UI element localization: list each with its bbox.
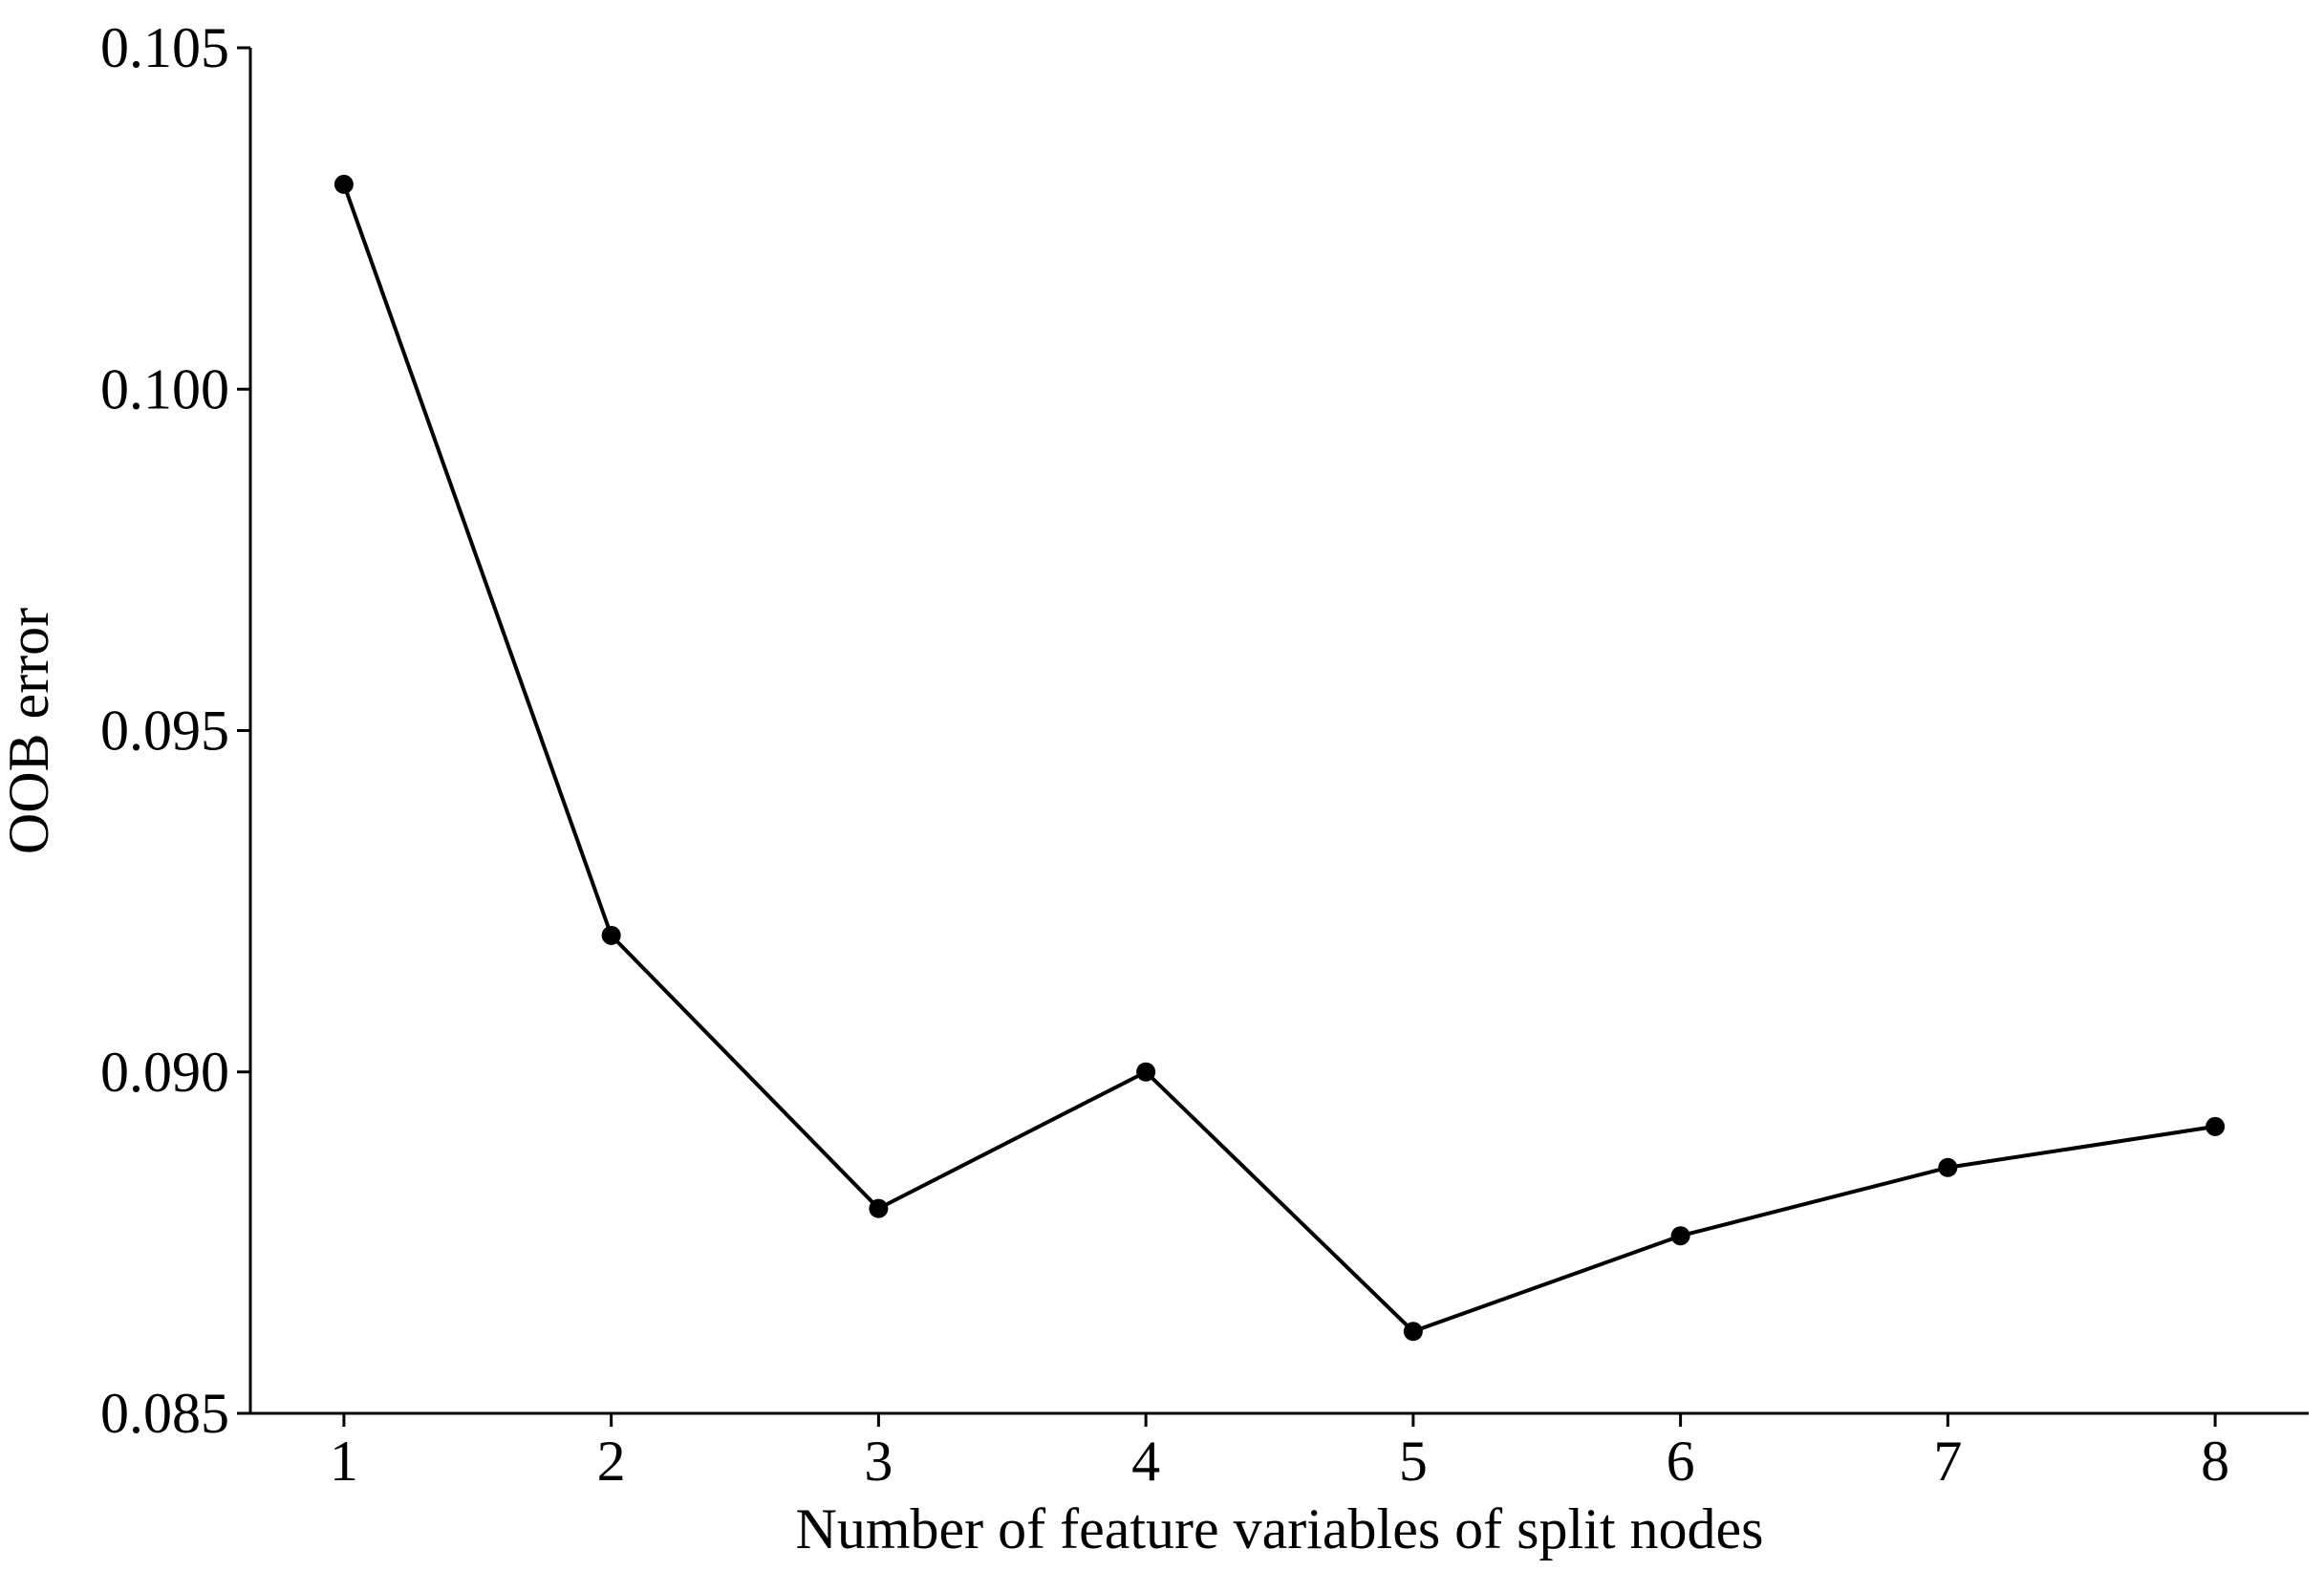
y-tick-label: 0.085: [100, 1382, 229, 1445]
x-ticks: 1 2 3 4 5 6 7 8: [330, 1413, 2229, 1493]
x-tick-label: 6: [1667, 1430, 1695, 1493]
data-point: [1938, 1157, 1958, 1177]
data-point: [601, 925, 621, 945]
series-line: [342, 183, 2216, 1334]
x-tick-label: 5: [1399, 1430, 1428, 1493]
data-point: [869, 1198, 889, 1218]
y-tick-label: 0.100: [100, 357, 229, 420]
x-tick-label: 8: [2201, 1430, 2229, 1493]
data-point: [1403, 1322, 1423, 1342]
x-tick-label: 3: [864, 1430, 893, 1493]
y-tick-label: 0.105: [100, 16, 229, 79]
x-axis-title: Number of feature variables of split nod…: [796, 1497, 1764, 1560]
y-tick-label: 0.090: [100, 1041, 229, 1104]
data-point: [1136, 1062, 1156, 1082]
x-tick-label: 4: [1131, 1430, 1160, 1493]
data-point: [1670, 1226, 1690, 1246]
data-points: [334, 174, 2226, 1342]
y-tick-label: 0.095: [100, 699, 229, 763]
x-tick-label: 1: [330, 1430, 358, 1493]
x-tick-label: 2: [597, 1430, 626, 1493]
y-axis-title: OOB error: [0, 608, 60, 854]
data-point: [2206, 1116, 2226, 1136]
y-ticks: 0.085 0.090 0.095 0.100 0.105: [100, 16, 250, 1445]
data-point: [334, 174, 354, 194]
x-tick-label: 7: [1933, 1430, 1962, 1493]
